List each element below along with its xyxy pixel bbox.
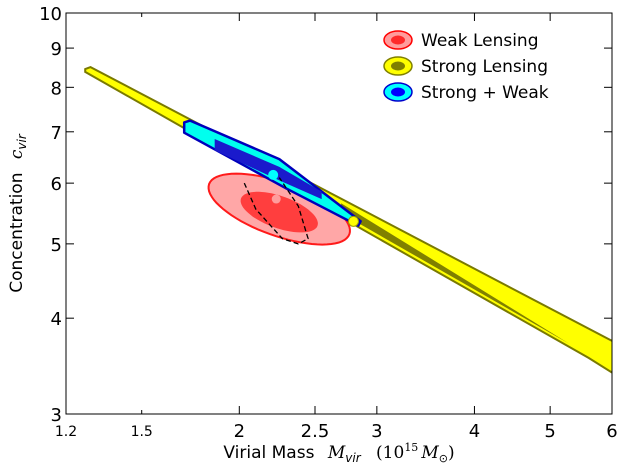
x-axis-symbol: M bbox=[327, 443, 346, 463]
annotations bbox=[243, 177, 359, 245]
legend-label: Weak Lensing bbox=[421, 31, 539, 51]
y-axis-label: Concentration cvir bbox=[7, 133, 29, 293]
y-tick-label: 9 bbox=[51, 39, 62, 60]
strong-weak-inner-contour bbox=[214, 139, 322, 200]
weak-lensing-inner-contour bbox=[240, 191, 318, 233]
y-tick-label: 6 bbox=[51, 174, 62, 195]
x-axis-unit-close: ) bbox=[448, 443, 455, 463]
x-tick-label: 2 bbox=[234, 421, 245, 442]
x-axis-label: Virial Mass Mvir (1015 M⊙) bbox=[223, 441, 454, 466]
legend: Weak Lensing Strong Lensing Strong + Weak bbox=[383, 30, 549, 103]
legend-label: Strong Lensing bbox=[421, 57, 548, 77]
x-tick-label: 3 bbox=[371, 421, 382, 442]
axis-ticks: 2 2.5 3 4 5 6 1.2 1.5 3 4 5 6 7 8 9 10 bbox=[39, 4, 618, 442]
strong-lensing-best-fit bbox=[347, 215, 359, 227]
y-tick-label: 7 bbox=[51, 123, 62, 144]
x-tick-label: 6 bbox=[606, 421, 617, 442]
y-tick-label: 5 bbox=[51, 235, 62, 256]
x-tick-label: 1.5 bbox=[131, 424, 153, 440]
weak-lensing-best-fit bbox=[271, 194, 281, 204]
strong-lensing-inner-contour bbox=[341, 203, 570, 345]
y-axis-symbol: c bbox=[7, 149, 27, 159]
y-tick-label: 10 bbox=[39, 4, 62, 25]
x-tick-label: 2.5 bbox=[301, 421, 330, 442]
x-tick-label: 5 bbox=[544, 421, 555, 442]
x-axis-unit-sun: ⊙ bbox=[439, 452, 448, 465]
x-axis-symbol-sub: vir bbox=[345, 451, 361, 465]
weak-lensing-contours bbox=[207, 172, 351, 246]
plot-frame bbox=[65, 12, 613, 415]
x-axis-unit-open: (10 bbox=[376, 443, 404, 463]
legend-swatch-inner bbox=[391, 35, 405, 45]
y-tick-label: 3 bbox=[51, 405, 62, 426]
y-axis-symbol-sub: vir bbox=[15, 133, 29, 149]
x-axis-unit-mass: M bbox=[420, 443, 439, 463]
legend-swatch-inner bbox=[391, 87, 405, 97]
y-tick-label: 8 bbox=[51, 78, 62, 99]
x-tick-label: 4 bbox=[469, 421, 480, 442]
legend-label: Strong + Weak bbox=[421, 83, 549, 103]
x-tick-label: 1.2 bbox=[55, 424, 77, 440]
x-axis-label-text: Virial Mass bbox=[223, 443, 314, 463]
legend-swatch-inner bbox=[391, 61, 405, 71]
y-tick-label: 4 bbox=[51, 309, 62, 330]
y-axis-label-text: Concentration bbox=[7, 173, 27, 293]
strong-weak-best-fit bbox=[268, 169, 279, 180]
x-axis-unit-exp: 15 bbox=[404, 441, 418, 454]
strong-weak-contours bbox=[182, 119, 362, 227]
dashed-contour bbox=[243, 177, 309, 245]
